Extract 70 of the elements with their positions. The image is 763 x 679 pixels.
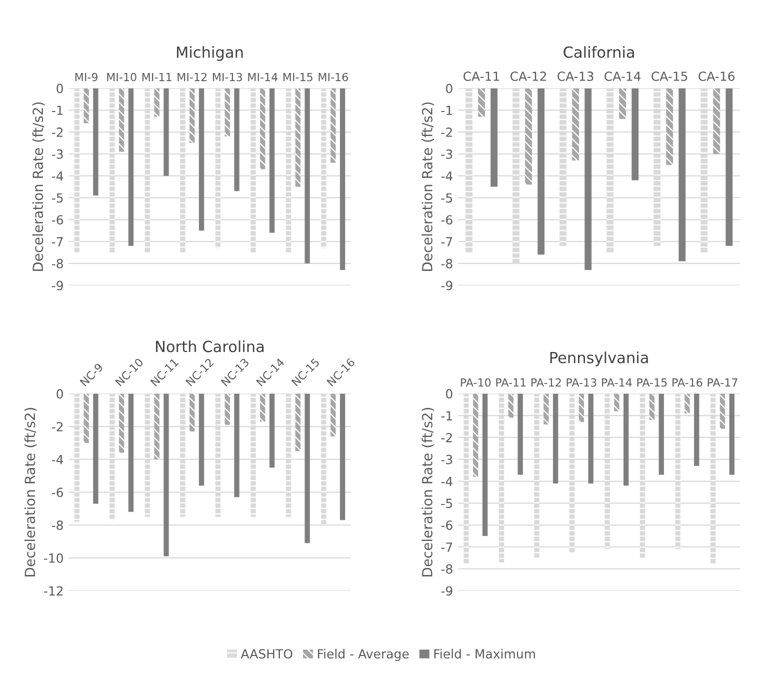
x-tick-label: MI-14 — [248, 72, 278, 82]
x-tick-label: CA-11 — [463, 72, 500, 81]
y-axis-title: Deceleration Rate (ft/s2) — [422, 408, 434, 576]
y-axis-title: Deceleration Rate (ft/s2) — [32, 102, 45, 271]
y-tick-label: -1 — [441, 411, 452, 420]
y-tick-label: -6 — [52, 215, 64, 225]
x-tick-label: PA-16 — [672, 378, 702, 387]
y-tick-label: -4 — [52, 455, 64, 464]
x-tick-label: PA-12 — [532, 378, 561, 387]
y-tick-label: -5 — [52, 193, 63, 203]
y-axis-title: Deceleration Rate (ft/s2) — [422, 102, 434, 271]
chart-title: Michigan — [176, 46, 243, 61]
y-tick-label: -8 — [52, 258, 63, 268]
chart-title: Pennsylvania — [550, 352, 648, 366]
y-tick-label: -7 — [441, 542, 452, 552]
y-tick-label: -7 — [441, 237, 452, 246]
x-tick-label: MI-12 — [178, 72, 206, 82]
y-tick-label: -3 — [441, 149, 452, 159]
y-tick-label: -2 — [441, 128, 452, 137]
y-tick-label: -8 — [441, 258, 452, 268]
x-tick-label: MI-11 — [142, 72, 172, 82]
x-tick-label: PA-10 — [460, 378, 491, 387]
x-tick-label: CA-14 — [604, 72, 641, 81]
y-tick-label: -12 — [44, 586, 63, 596]
legend-label: AASHTO — [240, 649, 292, 659]
y-tick-label: -8 — [441, 564, 452, 574]
x-tick-label: MI-16 — [318, 72, 348, 82]
y-tick-label: -6 — [441, 215, 452, 225]
x-tick-label: CA-16 — [698, 72, 735, 81]
y-tick-label: -2 — [441, 432, 452, 442]
x-tick-label: PA-15 — [637, 378, 667, 387]
x-tick-label: CA-13 — [558, 72, 594, 81]
x-tick-label: PA-17 — [708, 378, 738, 387]
x-tick-label: PA-14 — [602, 378, 632, 387]
x-tick-label: MI-9 — [75, 72, 98, 82]
y-tick-label: 0 — [446, 84, 452, 94]
y-tick-label: -9 — [441, 586, 452, 596]
y-tick-label: -1 — [52, 106, 63, 115]
y-tick-label: -2 — [52, 128, 63, 137]
legend-label: Field - Maximum — [434, 648, 535, 659]
y-tick-label: -4 — [52, 171, 64, 181]
y-tick-label: -9 — [52, 280, 63, 290]
y-tick-label: 0 — [446, 389, 452, 399]
y-tick-label: 0 — [56, 389, 63, 399]
chart-title: California — [564, 46, 634, 58]
y-tick-label: -3 — [441, 454, 452, 464]
y-tick-label: -7 — [52, 237, 63, 246]
y-tick-label: -1 — [441, 106, 452, 115]
x-tick-label: PA-13 — [566, 378, 596, 387]
y-tick-label: -4 — [441, 171, 452, 181]
y-tick-label: -3 — [52, 149, 63, 159]
y-tick-label: 0 — [56, 84, 63, 94]
chart-title: North Carolina — [156, 340, 264, 352]
y-tick-label: -6 — [52, 488, 64, 498]
y-tick-label: -5 — [441, 193, 452, 203]
y-tick-label: -2 — [52, 422, 63, 432]
x-tick-label: CA-12 — [510, 72, 546, 81]
y-tick-label: -10 — [44, 553, 63, 563]
x-tick-label: PA-11 — [496, 378, 526, 387]
x-tick-label: MI-15 — [283, 72, 312, 82]
x-tick-label: CA-15 — [652, 72, 688, 81]
y-tick-label: -9 — [441, 280, 452, 290]
y-tick-label: -8 — [52, 520, 63, 530]
y-axis-title: Deceleration Rate (ft/s2) — [24, 408, 37, 576]
x-tick-label: MI-13 — [212, 72, 242, 82]
legend-label: Field - Average — [318, 648, 409, 661]
x-tick-label: MI-10 — [107, 72, 136, 82]
y-tick-label: -6 — [441, 520, 452, 530]
y-tick-label: -5 — [441, 498, 452, 508]
y-tick-label: -4 — [441, 476, 452, 486]
